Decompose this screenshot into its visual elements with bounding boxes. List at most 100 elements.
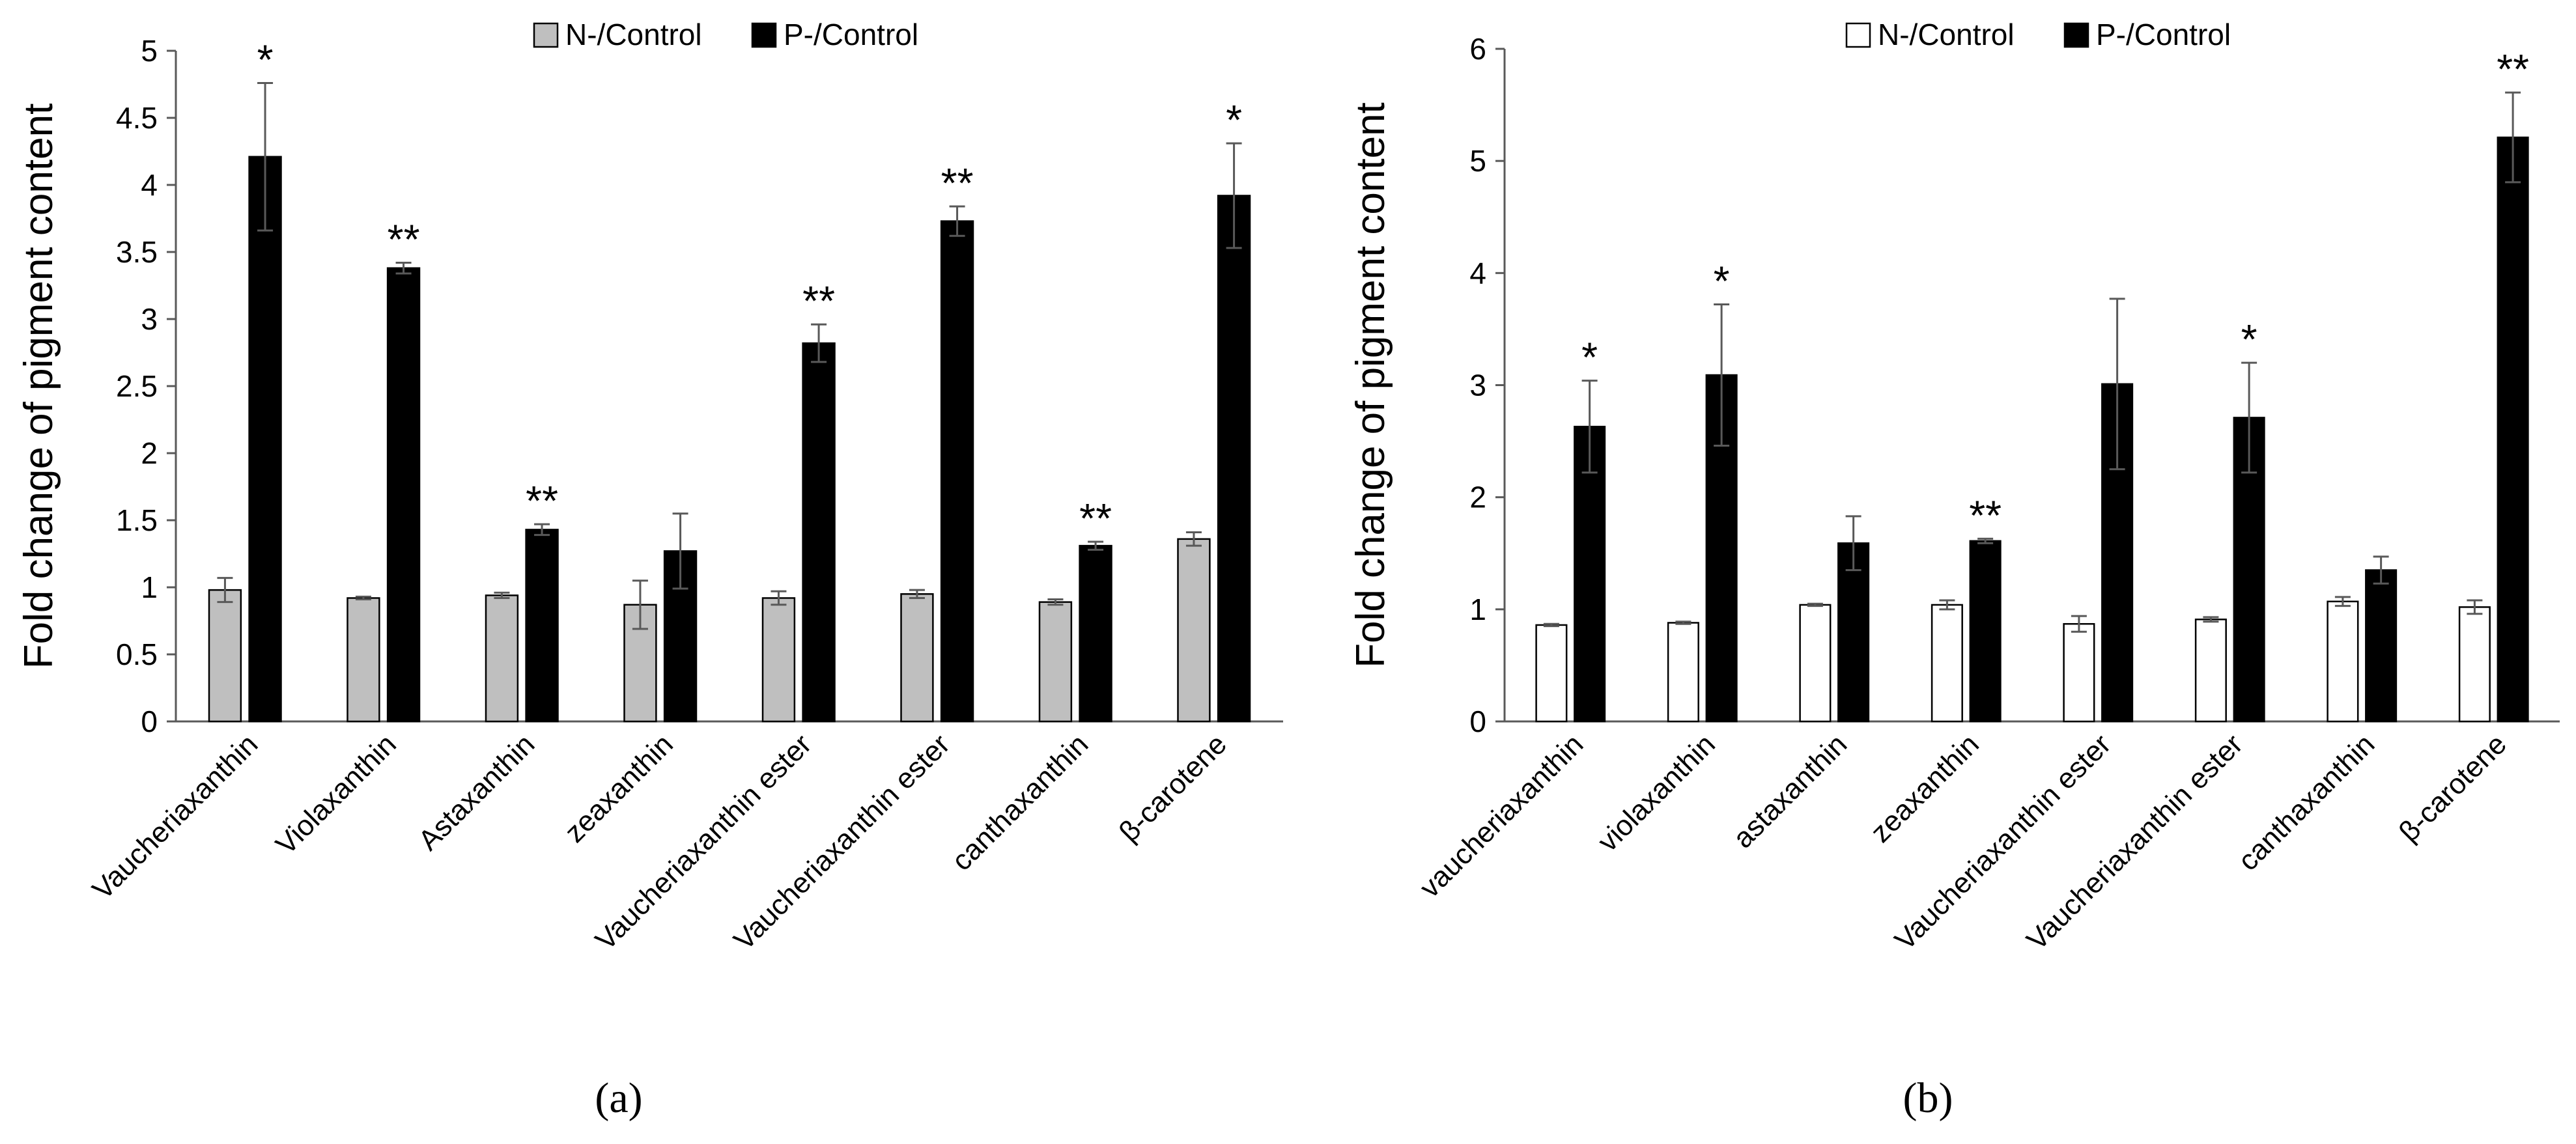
bar-n-control — [485, 594, 519, 723]
significance-marker: ** — [1079, 495, 1112, 542]
x-tick-label: canthaxanthin — [946, 728, 1094, 876]
y-tick-label: 1 — [1469, 593, 1486, 626]
bar-n-control — [761, 597, 796, 723]
bar-n-control — [1931, 604, 1963, 723]
error-bar-n-control — [2467, 599, 2483, 615]
bar-p-control — [2497, 136, 2529, 723]
bar-n-control — [347, 597, 380, 723]
bar-n-control — [1799, 604, 1832, 723]
error-bar-n-control — [909, 589, 925, 599]
bar-n-control — [2327, 600, 2359, 723]
bar-n-control — [1038, 601, 1073, 723]
error-bar-n-control — [217, 577, 233, 604]
error-bar-p-control — [257, 81, 274, 232]
significance-marker: * — [257, 36, 274, 83]
error-bar-p-control — [2505, 91, 2521, 184]
error-bar-n-control — [494, 591, 510, 599]
y-tick-label: 3.5 — [116, 235, 158, 269]
x-tick-label: violaxanthin — [1592, 728, 1721, 858]
error-bar-n-control — [2203, 616, 2219, 623]
y-tick-label: 2.5 — [116, 369, 158, 403]
significance-marker: ** — [941, 160, 974, 206]
bar-n-control — [2194, 619, 2227, 723]
significance-marker: * — [1714, 258, 1730, 305]
error-bar-n-control — [1675, 621, 1691, 625]
x-tick-label: β-carotene — [1113, 728, 1233, 848]
error-bar-p-control — [1226, 142, 1242, 249]
legend: N-/Control P-/Control — [533, 18, 918, 51]
error-bar-n-control — [355, 595, 371, 601]
legend-swatch-n-control — [533, 22, 559, 48]
bar-n-control — [1177, 538, 1211, 723]
y-tick-label: 0 — [141, 705, 158, 738]
bar-n-control — [208, 589, 242, 723]
x-tick-label: Vaucheriaxanthin — [87, 728, 264, 906]
error-bar-p-control — [2109, 298, 2125, 471]
legend-swatch-n-control — [1845, 22, 1871, 48]
x-tick-label: Violaxanthin — [270, 728, 403, 861]
bar-p-control — [1574, 425, 1606, 723]
bar-p-control — [248, 156, 282, 723]
panel-b-chart: 0 1 2 3 4 5 6 Fold change of pigment content * va… — [1348, 18, 2560, 1122]
significance-marker: ** — [2497, 46, 2529, 92]
bar-p-control — [1217, 195, 1251, 723]
bar-p-control — [1969, 540, 2002, 723]
y-tick-label: 3 — [1469, 369, 1486, 402]
error-bar-n-control — [1185, 531, 1202, 547]
x-tick-label: canthaxanthin — [2232, 728, 2381, 876]
error-bar-n-control — [2334, 596, 2351, 607]
y-tick-label: 6 — [1469, 32, 1486, 66]
error-bar-p-control — [395, 261, 412, 275]
legend: N-/Control P-/Control — [1845, 18, 2231, 51]
error-bar-p-control — [811, 323, 827, 363]
error-bar-n-control — [1939, 599, 1955, 611]
legend-label-n-control: N-/Control — [565, 18, 702, 51]
bar-p-control — [940, 220, 974, 723]
legend-label-n-control: N-/Control — [1878, 18, 2015, 51]
error-bar-p-control — [949, 205, 965, 237]
bar-n-control — [1667, 622, 1699, 723]
x-tick-label: astaxanthin — [1727, 728, 1854, 854]
y-tick-label: 0.5 — [116, 637, 158, 671]
error-bar-p-control — [1977, 537, 1994, 544]
significance-marker: ** — [1969, 492, 2002, 538]
bar-p-control — [525, 529, 559, 723]
y-tick-label: 1.5 — [116, 503, 158, 537]
panel-label: (a) — [595, 1074, 642, 1122]
legend-label-p-control: P-/Control — [784, 18, 918, 51]
error-bar-n-control — [1047, 598, 1064, 606]
significance-marker: * — [1581, 334, 1598, 381]
error-bar-p-control — [672, 512, 688, 590]
bar-n-control — [1535, 624, 1568, 723]
x-tick-label: Vaucheriaxanthin ester — [1889, 728, 2117, 956]
legend-swatch-p-control — [751, 22, 777, 48]
error-bar-n-control — [1543, 622, 1559, 628]
y-axis-title: Fold change of pigment content — [16, 104, 61, 669]
y-tick-label: 4 — [141, 168, 158, 202]
legend-swatch-p-control — [2063, 22, 2089, 48]
bar-p-control — [386, 267, 421, 723]
y-tick-label: 0 — [1469, 705, 1486, 738]
significance-marker: ** — [526, 477, 558, 524]
bar-p-control — [2365, 569, 2398, 723]
error-bar-p-control — [2373, 555, 2389, 585]
error-bar-n-control — [632, 579, 648, 630]
significance-marker: * — [1226, 96, 1242, 143]
x-tick-label: Astaxanthin — [412, 728, 541, 856]
error-bar-p-control — [1845, 515, 1861, 572]
significance-marker: * — [2241, 316, 2258, 363]
error-bar-p-control — [534, 523, 550, 537]
error-bar-p-control — [2241, 361, 2258, 474]
y-tick-label: 1 — [141, 570, 158, 604]
panel-a-chart: 0 0.5 1 1.5 2 2.5 3 3.5 4 4.5 5 Fold change of pigm… — [16, 18, 1283, 1122]
panel-label: (b) — [1903, 1074, 1953, 1122]
significance-marker: ** — [802, 277, 835, 324]
y-tick-label: 5 — [141, 34, 158, 68]
bar-p-control — [802, 342, 836, 723]
x-tick-label: zeaxanthin — [559, 728, 679, 848]
y-tick-label: 5 — [1469, 144, 1486, 178]
error-bar-n-control — [1807, 602, 1823, 607]
bar-p-control — [1079, 544, 1112, 723]
error-bar-n-control — [2071, 615, 2087, 633]
error-bar-p-control — [1581, 380, 1598, 474]
